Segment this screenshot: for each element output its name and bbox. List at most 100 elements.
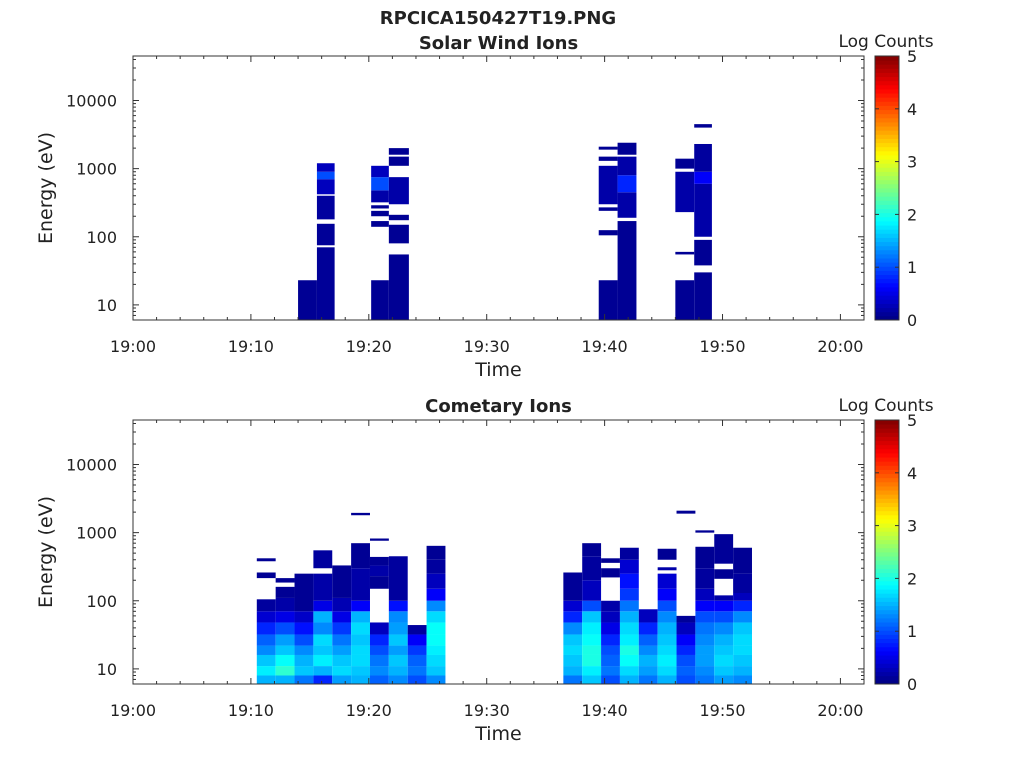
colorbar-segment <box>875 109 899 115</box>
colorbar-segment <box>875 167 899 172</box>
heatmap-cell <box>351 568 370 601</box>
colorbar-segment <box>875 543 899 549</box>
heatmap-cell <box>294 611 314 623</box>
heatmap-cell <box>601 654 620 667</box>
heatmap-cell <box>657 645 677 655</box>
heatmap-cell <box>388 611 408 623</box>
heatmap-cells <box>298 124 712 320</box>
plot-frame <box>132 55 865 321</box>
heatmap-cell <box>388 214 409 221</box>
heatmap-cell <box>733 645 752 655</box>
colorbar-segment <box>875 453 899 458</box>
heatmap-cell <box>426 600 446 612</box>
heatmap-cell <box>388 156 409 166</box>
colorbar-segment <box>875 605 899 611</box>
y-tick-label: 100 <box>86 228 117 247</box>
heatmap-cell <box>316 179 335 195</box>
colorbar-segment <box>875 547 899 553</box>
heatmap-cell <box>714 654 734 667</box>
x-tick-label: 19:50 <box>699 701 745 720</box>
y-tick-label: 10 <box>97 296 117 315</box>
heatmap-cell <box>256 611 276 623</box>
heatmap-cell <box>407 675 427 684</box>
heatmap-cell <box>298 280 317 320</box>
colorbar-segment <box>875 420 899 425</box>
heatmap-cell <box>275 675 295 684</box>
colorbar-tick-label: 1 <box>907 258 917 277</box>
colorbar-segment <box>875 72 899 78</box>
heatmap-cell <box>313 654 333 667</box>
y-tick-label: 1000 <box>76 160 117 179</box>
heatmap-cell <box>369 645 389 655</box>
heatmap-cell <box>351 645 370 655</box>
heatmap-cell <box>619 675 639 684</box>
heatmap-cell <box>426 622 446 635</box>
x-tick-label: 20:00 <box>817 337 863 356</box>
heatmap-cell <box>563 654 583 667</box>
heatmap-cell <box>598 280 618 320</box>
colorbar-segment <box>875 514 899 520</box>
colorbar-segment <box>875 465 899 470</box>
y-tick-label: 10 <box>97 660 117 679</box>
heatmap-cell <box>388 622 408 635</box>
heatmap-cell <box>351 600 370 612</box>
colorbar-segment <box>875 68 899 73</box>
colorbar-tick-label: 1 <box>907 622 917 641</box>
colorbar-segment <box>875 171 899 177</box>
heatmap-cell <box>563 675 583 684</box>
heatmap-cell <box>388 675 408 684</box>
heatmap-cell <box>601 611 620 623</box>
heatmap-cell <box>733 634 752 646</box>
heatmap-cell <box>332 565 352 598</box>
colorbar-segment <box>875 89 899 94</box>
heatmap-cell <box>407 645 427 655</box>
heatmap-cell <box>582 634 602 646</box>
heatmap-cell <box>694 124 712 128</box>
heatmap-cell <box>275 611 295 623</box>
colorbar-tick-label: 0 <box>907 311 917 330</box>
heatmap-cell <box>601 622 620 635</box>
colorbar-tick-label: 3 <box>907 153 917 172</box>
heatmap-cell <box>657 622 677 635</box>
heatmap-cell <box>695 546 715 569</box>
colorbar-segment <box>875 183 899 189</box>
heatmap-cell <box>638 666 658 676</box>
colorbar-segment <box>875 117 899 123</box>
heatmap-cell <box>369 654 389 667</box>
heatmap-cell <box>426 588 446 601</box>
heatmap-cell <box>598 207 618 211</box>
heatmap-cell <box>617 142 637 155</box>
heatmap-cell <box>256 634 276 646</box>
y-axis-label: Energy (eV) <box>35 132 57 244</box>
x-tick-label: 20:00 <box>817 701 863 720</box>
heatmap-cell <box>601 645 620 655</box>
heatmap-cell <box>676 675 696 684</box>
heatmap-cell <box>369 622 389 635</box>
colorbar-segment <box>875 113 899 119</box>
heatmap-cell <box>316 223 335 246</box>
heatmap-cell <box>657 573 677 589</box>
heatmap-cell <box>676 645 696 655</box>
heatmap-cell <box>694 171 712 184</box>
colorbar-segment <box>875 179 899 185</box>
colorbar-segment <box>875 200 899 205</box>
colorbar-segment <box>875 580 899 586</box>
colorbar-segment <box>875 486 899 491</box>
colorbar-segment <box>875 270 899 276</box>
heatmap-cell <box>714 666 734 676</box>
heatmap-cell <box>582 600 602 612</box>
heatmap-cell <box>316 247 335 320</box>
heatmap-cell <box>676 615 696 623</box>
x-axis-label: Time <box>474 359 522 381</box>
colorbar-segment <box>875 494 899 499</box>
colorbar-segment <box>875 192 899 197</box>
x-tick-label: 19:20 <box>346 337 392 356</box>
heatmap-cell <box>332 611 352 623</box>
colorbar-segment <box>875 76 899 82</box>
heatmap-cell <box>294 675 314 684</box>
colorbar-segment <box>875 667 899 673</box>
heatmap-cell <box>619 588 639 601</box>
heatmap-cell <box>388 224 409 244</box>
heatmap-cell <box>582 611 602 623</box>
